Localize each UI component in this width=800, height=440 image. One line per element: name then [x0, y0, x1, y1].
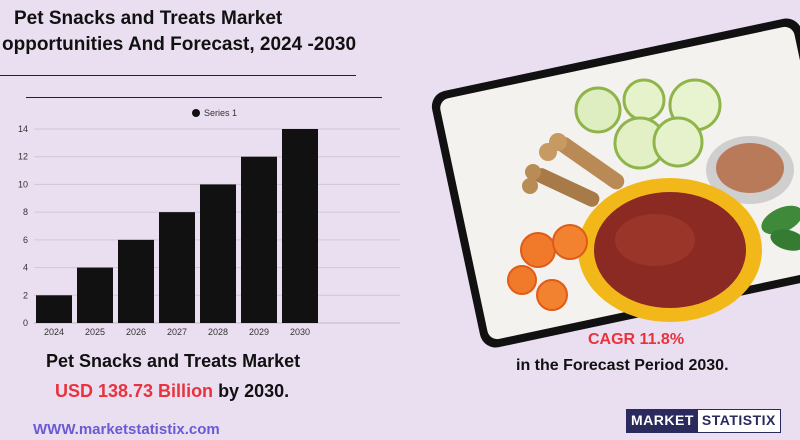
x-tick-label: 2027 — [167, 327, 187, 337]
bar — [200, 184, 236, 323]
website-link[interactable]: WWW.marketstatistix.com — [33, 421, 220, 438]
market-size-suffix: by 2030. — [213, 381, 290, 401]
divider-top — [0, 75, 356, 76]
market-summary-value: USD 138.73 Billion by 2030. — [55, 381, 289, 402]
x-tick-label: 2028 — [208, 327, 228, 337]
bar — [159, 212, 195, 323]
x-tick-label: 2029 — [249, 327, 269, 337]
cagr-value: CAGR 11.8% — [588, 331, 685, 348]
bar — [36, 295, 72, 323]
legend-marker — [192, 109, 200, 117]
logo-part-1: MARKET — [627, 410, 698, 432]
logo-part-2: STATISTIX — [697, 410, 780, 432]
divider-chart — [26, 97, 382, 98]
market-summary-title: Pet Snacks and Treats Market — [46, 351, 301, 371]
bar — [118, 239, 154, 323]
legend-label: Series 1 — [204, 108, 237, 118]
bar — [77, 267, 113, 323]
carrot-slices — [507, 224, 588, 311]
bar — [241, 156, 277, 323]
leaf-garnish — [761, 205, 800, 251]
pet-food-illustration — [507, 78, 800, 322]
y-tick-label: 8 — [23, 207, 28, 217]
y-tick-label: 2 — [23, 290, 28, 300]
market-size-value: USD 138.73 Billion — [55, 381, 214, 401]
title-line-1: Pet Snacks and Treats Market — [14, 8, 283, 29]
page-title: Pet Snacks and Treats Market opportuniti… — [0, 6, 400, 57]
x-tick-label: 2025 — [85, 327, 105, 337]
wet-food-bowl — [706, 136, 794, 204]
x-tick-label: 2030 — [290, 327, 310, 337]
kibble-bowl — [578, 178, 762, 322]
y-tick-label: 4 — [23, 263, 28, 273]
bone-treats — [522, 133, 625, 207]
cucumber-slices — [574, 78, 722, 170]
x-tick-label: 2026 — [126, 327, 146, 337]
y-tick-label: 0 — [23, 318, 28, 328]
y-tick-label: 10 — [18, 179, 28, 189]
x-tick-label: 2024 — [44, 327, 64, 337]
y-tick-label: 12 — [18, 152, 28, 162]
bar-chart: 0 2 4 6 8 10 12 14 2024 2025 2026 2027 2028 2029 2030 S… — [18, 108, 400, 337]
forecast-period: in the Forecast Period 2030. — [516, 357, 729, 374]
bar — [282, 129, 318, 323]
y-tick-label: 14 — [18, 124, 28, 134]
y-tick-label: 6 — [23, 235, 28, 245]
title-line-2: opportunities And Forecast, 2024 -2030 — [2, 33, 357, 55]
brand-logo: MARKET STATISTIX — [626, 409, 781, 433]
